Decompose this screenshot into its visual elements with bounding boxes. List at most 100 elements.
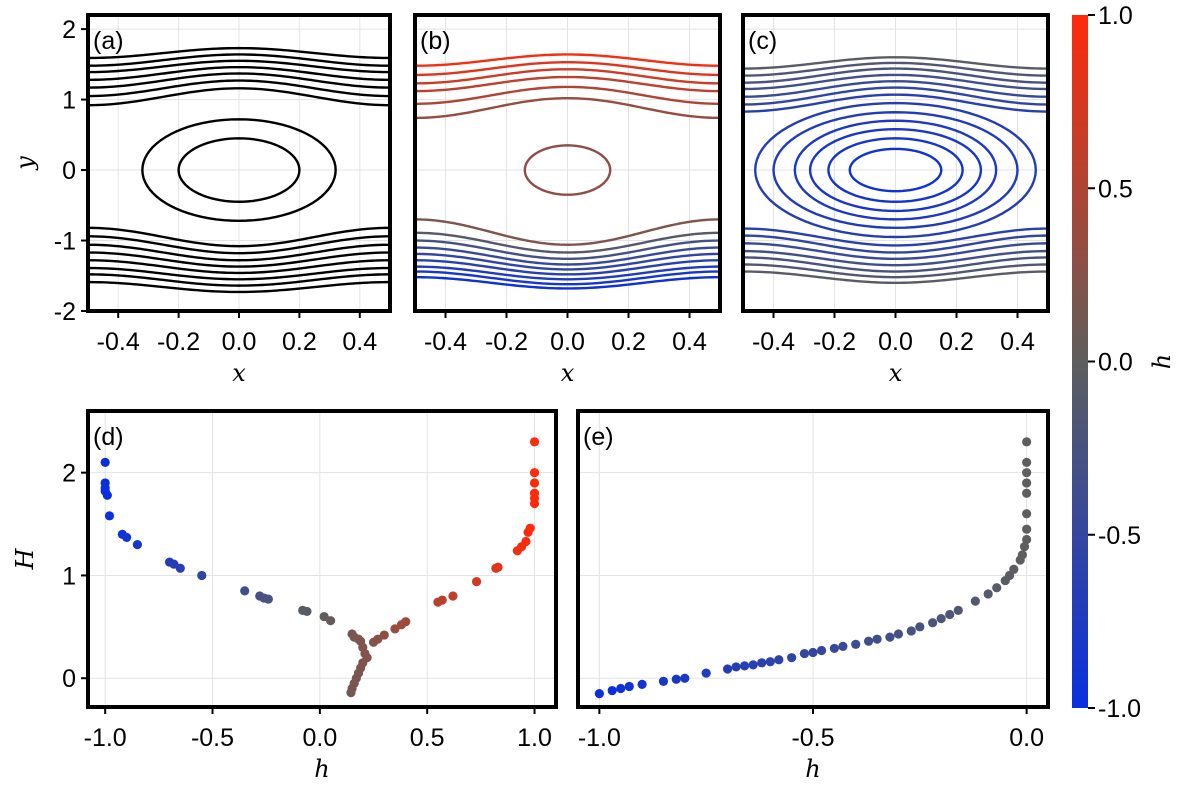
y-tick-label: 1 bbox=[62, 562, 76, 590]
open-orbit bbox=[415, 270, 720, 286]
x-axis-label: x bbox=[232, 359, 246, 387]
closed-orbit bbox=[772, 111, 1019, 230]
x-tick-label: -0.5 bbox=[191, 724, 234, 752]
scatter-point bbox=[325, 616, 336, 626]
x-tick-label: -1.0 bbox=[578, 724, 621, 752]
plot-area bbox=[743, 56, 1048, 285]
open-orbit bbox=[88, 72, 390, 89]
y-tick-label: 1 bbox=[62, 87, 76, 115]
open-orbit bbox=[88, 65, 390, 82]
scatter-point bbox=[1022, 488, 1032, 498]
scatter-point bbox=[616, 683, 626, 694]
scatter-point bbox=[1017, 550, 1027, 560]
x-axis-label: h bbox=[805, 755, 820, 783]
scatter-point bbox=[1022, 457, 1032, 467]
scatter-point bbox=[1022, 509, 1032, 519]
scatter-point bbox=[816, 645, 827, 656]
open-orbit bbox=[88, 79, 390, 98]
scatter-point bbox=[787, 653, 797, 663]
plot-area bbox=[88, 46, 390, 294]
open-orbit bbox=[88, 280, 390, 294]
scatter-point bbox=[1022, 478, 1032, 488]
x-tick-label: 0.0 bbox=[302, 724, 337, 752]
scatter-point bbox=[240, 586, 250, 596]
open-orbit bbox=[415, 61, 720, 77]
x-axis-label: x bbox=[561, 359, 575, 387]
scatter-point bbox=[671, 674, 681, 684]
scatter-point bbox=[757, 658, 767, 668]
open-orbit bbox=[88, 235, 390, 255]
colorbar: -1.0 -0.5 0.0 0.5 1.0 h bbox=[1072, 2, 1176, 723]
x-tick-label: -0.2 bbox=[485, 328, 528, 356]
scatter-point bbox=[1022, 524, 1032, 534]
scatter-point bbox=[983, 589, 993, 599]
open-orbit bbox=[88, 226, 390, 248]
scatter-point bbox=[748, 660, 758, 670]
open-orbit bbox=[743, 67, 1048, 84]
scatter-point bbox=[471, 577, 482, 587]
scatter-point bbox=[838, 641, 848, 651]
scatter-point bbox=[302, 606, 312, 617]
x-tick-label: -0.5 bbox=[791, 724, 834, 752]
scatter-point bbox=[175, 563, 185, 573]
scatter-point bbox=[346, 688, 356, 698]
x-tick-label: -0.2 bbox=[157, 328, 200, 356]
colorbar-tick-label: -0.5 bbox=[1098, 522, 1141, 550]
x-tick-label: -0.4 bbox=[424, 328, 467, 356]
scatter-point bbox=[872, 634, 882, 644]
y-tick-label: 0 bbox=[62, 665, 76, 693]
open-orbit bbox=[743, 263, 1048, 279]
panel-label: (e) bbox=[583, 423, 614, 451]
x-tick-label: 0.0 bbox=[1009, 724, 1044, 752]
scatter-point bbox=[765, 657, 775, 667]
scatter-point bbox=[936, 614, 946, 624]
open-orbit bbox=[415, 239, 720, 261]
open-orbit bbox=[743, 242, 1048, 261]
open-orbit bbox=[88, 266, 390, 281]
scatter-point bbox=[529, 488, 540, 498]
x-tick-label: -0.4 bbox=[752, 328, 795, 356]
scatter-point bbox=[197, 570, 207, 581]
scatter-point bbox=[624, 681, 634, 692]
closed-orbit bbox=[753, 101, 1038, 239]
panel-a: -0.4 -0.2 0.0 0.2 0.4 -2 -1 0 1 2 (a) x y bbox=[11, 13, 392, 387]
scatter-point bbox=[863, 636, 874, 646]
closed-orbit bbox=[808, 127, 983, 213]
open-orbit bbox=[415, 75, 720, 93]
scatter-point bbox=[263, 594, 273, 604]
open-orbit bbox=[88, 59, 390, 74]
x-tick-label: 0.4 bbox=[342, 328, 377, 356]
x-tick-label: -1.0 bbox=[84, 724, 127, 752]
open-orbit bbox=[415, 96, 720, 120]
scatter-point bbox=[945, 609, 955, 620]
open-orbit bbox=[743, 93, 1048, 113]
scatter-point bbox=[1019, 542, 1030, 552]
open-orbit bbox=[415, 259, 720, 276]
scatter-point bbox=[493, 562, 503, 572]
x-tick-label: 0.4 bbox=[1000, 328, 1035, 356]
gridlines bbox=[578, 411, 1048, 707]
scatter-point bbox=[928, 618, 938, 628]
open-orbit bbox=[415, 85, 720, 105]
scatter-point bbox=[851, 639, 861, 649]
scatter-point bbox=[992, 583, 1002, 593]
panel-c: -0.4 -0.2 0.0 0.2 0.4 (c) x bbox=[741, 13, 1050, 387]
scatter-point bbox=[521, 536, 531, 547]
y-tick-label: 0 bbox=[62, 157, 76, 185]
scatter-point bbox=[680, 673, 690, 683]
open-orbit bbox=[743, 61, 1048, 77]
y-tick-label: -2 bbox=[54, 298, 76, 326]
open-orbit bbox=[88, 46, 390, 60]
scatter-point bbox=[906, 626, 916, 636]
scatter-point bbox=[132, 540, 142, 550]
scatter-point bbox=[722, 664, 733, 674]
open-orbit bbox=[88, 53, 390, 67]
panel-b: -0.4 -0.2 0.0 0.2 0.4 (b) x bbox=[413, 13, 722, 387]
scatter-point bbox=[529, 468, 540, 478]
colorbar-tick-label: 1.0 bbox=[1098, 2, 1133, 30]
scatter-point bbox=[970, 596, 980, 606]
open-orbit bbox=[743, 234, 1048, 254]
open-orbit bbox=[743, 270, 1048, 285]
scatter-point bbox=[1022, 437, 1032, 447]
x-tick-label: 0.4 bbox=[672, 328, 707, 356]
